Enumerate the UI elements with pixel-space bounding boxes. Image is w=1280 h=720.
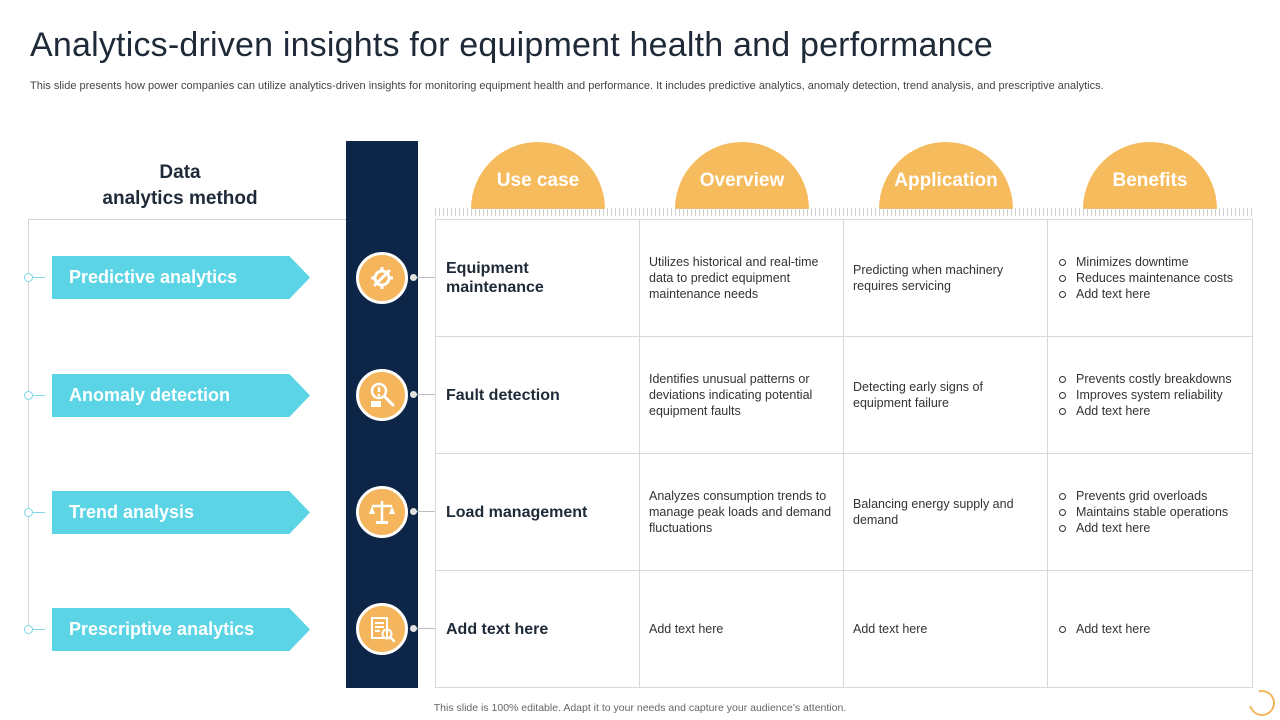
table-cell-benefits: Prevents costly breakdowns Improves syst… bbox=[1048, 337, 1252, 454]
column-header-application: Application bbox=[879, 142, 1013, 209]
benefits-list: Minimizes downtime Reduces maintenance c… bbox=[1057, 254, 1233, 302]
method-heading-line2: analytics method bbox=[102, 188, 258, 209]
benefits-list: Prevents costly breakdowns Improves syst… bbox=[1057, 371, 1232, 419]
corner-logo-icon bbox=[1244, 685, 1280, 720]
alert-search-icon bbox=[356, 369, 408, 421]
header-dotted-divider bbox=[435, 208, 1252, 216]
method-heading-line1: Data bbox=[159, 162, 201, 183]
icon-connector bbox=[410, 508, 436, 516]
benefit-item: Prevents grid overloads bbox=[1057, 488, 1228, 504]
method-heading: Data analytics method bbox=[60, 160, 300, 212]
benefit-item: Reduces maintenance costs bbox=[1057, 270, 1233, 286]
method-trend-analysis[interactable]: Trend analysis bbox=[52, 491, 310, 534]
icon-connector bbox=[410, 391, 436, 399]
benefit-item: Maintains stable operations bbox=[1057, 504, 1228, 520]
checklist-search-icon bbox=[356, 603, 408, 655]
balance-scale-icon bbox=[356, 486, 408, 538]
method-connector bbox=[24, 273, 46, 283]
slide-footer: This slide is 100% editable. Adapt it to… bbox=[433, 702, 847, 714]
benefit-item: Minimizes downtime bbox=[1057, 254, 1233, 270]
benefit-item: Improves system reliability bbox=[1057, 387, 1232, 403]
connector-top-line bbox=[28, 219, 383, 220]
table-cell-overview: Analyzes consumption trends to manage pe… bbox=[640, 454, 844, 571]
connector-vertical-line bbox=[28, 219, 29, 631]
table-cell-use-case: Add text here bbox=[436, 571, 640, 687]
table-cell-overview: Utilizes historical and real-time data t… bbox=[640, 220, 844, 337]
table-cell-use-case: Load management bbox=[436, 454, 640, 571]
method-predictive-analytics[interactable]: Predictive analytics bbox=[52, 256, 310, 299]
column-header-overview: Overview bbox=[675, 142, 809, 209]
wrench-gear-icon bbox=[356, 252, 408, 304]
slide-subtitle: This slide presents how power companies … bbox=[30, 80, 1104, 92]
benefit-item: Add text here bbox=[1057, 621, 1150, 637]
benefit-item: Prevents costly breakdowns bbox=[1057, 371, 1232, 387]
benefit-item: Add text here bbox=[1057, 286, 1233, 302]
table-cell-benefits: Prevents grid overloads Maintains stable… bbox=[1048, 454, 1252, 571]
column-header-use-case: Use case bbox=[471, 142, 605, 209]
benefit-item: Add text here bbox=[1057, 520, 1228, 536]
table-cell-application: Detecting early signs of equipment failu… bbox=[844, 337, 1048, 454]
table-cell-application: Predicting when machinery requires servi… bbox=[844, 220, 1048, 337]
table-cell-use-case: Fault detection bbox=[436, 337, 640, 454]
insights-table: Equipment maintenance Utilizes historica… bbox=[435, 219, 1253, 688]
method-connector bbox=[24, 625, 46, 635]
table-cell-application: Add text here bbox=[844, 571, 1048, 687]
method-connector bbox=[24, 508, 46, 518]
method-anomaly-detection[interactable]: Anomaly detection bbox=[52, 374, 310, 417]
method-connector bbox=[24, 391, 46, 401]
table-cell-benefits: Add text here bbox=[1048, 571, 1252, 687]
icon-connector bbox=[410, 625, 436, 633]
method-prescriptive-analytics[interactable]: Prescriptive analytics bbox=[52, 608, 310, 651]
benefits-list: Add text here bbox=[1057, 621, 1150, 637]
benefits-list: Prevents grid overloads Maintains stable… bbox=[1057, 488, 1228, 536]
table-cell-benefits: Minimizes downtime Reduces maintenance c… bbox=[1048, 220, 1252, 337]
table-cell-overview: Identifies unusual patterns or deviation… bbox=[640, 337, 844, 454]
table-cell-use-case: Equipment maintenance bbox=[436, 220, 640, 337]
table-cell-application: Balancing energy supply and demand bbox=[844, 454, 1048, 571]
benefit-item: Add text here bbox=[1057, 403, 1232, 419]
icon-connector bbox=[410, 274, 436, 282]
table-cell-overview: Add text here bbox=[640, 571, 844, 687]
slide-title: Analytics-driven insights for equipment … bbox=[30, 26, 994, 64]
column-header-benefits: Benefits bbox=[1083, 142, 1217, 209]
